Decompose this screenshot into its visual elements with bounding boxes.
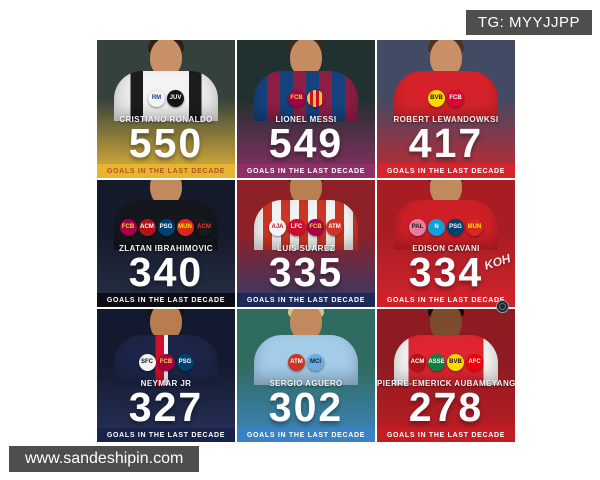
- player-photo: FCB ACM PSG MUN ACM: [97, 180, 235, 250]
- goals-count: 278: [408, 383, 484, 430]
- club-logo-bvb: BVB: [447, 353, 464, 371]
- player-figure-icon: [97, 309, 235, 385]
- club-logos: AJA LFC FCB ATM: [237, 218, 375, 236]
- player-photo: BVB FCB: [377, 40, 515, 121]
- player-figure-icon: [237, 40, 375, 121]
- player-name: NEYMAR JR: [140, 378, 192, 388]
- player-photo: FCB: [237, 40, 375, 121]
- goals-count: 550: [128, 119, 204, 166]
- club-logos: SFC FCB PSG: [97, 353, 235, 371]
- club-logo-psg: PSG: [176, 353, 194, 371]
- player-card-aubameyang: ACM ASSE BVB AFC PIERRE-EMERICK AUBAMEYANG …: [377, 309, 515, 442]
- club-logo-fcb: FCB: [447, 89, 464, 107]
- player-name: LIONEL MESSI: [275, 114, 337, 124]
- club-logo-pal: PAL: [409, 218, 426, 236]
- player-figure-icon: [377, 180, 515, 250]
- club-logo-acm: ACM: [195, 218, 213, 236]
- goals-count: 334: [408, 248, 484, 295]
- club-logos: RM JUV: [97, 89, 235, 107]
- player-card-suarez: AJA LFC FCB ATM LUIS SUAREZ 335 GOALS IN TH…: [237, 180, 375, 307]
- club-logo-fcb: FCB: [119, 218, 137, 236]
- club-logo-bvb: BVB: [428, 89, 445, 107]
- club-logo-aja: AJA: [269, 218, 286, 236]
- player-photo: ATM MCI: [237, 309, 375, 385]
- club-logo-acm: ACM: [138, 218, 156, 236]
- player-figure-icon: [237, 309, 375, 385]
- player-figure-icon: [377, 309, 515, 385]
- player-name: ROBERT LEWANDOWKSI: [393, 114, 499, 124]
- player-name: ZLATAN IBRAHIMOVIC: [118, 243, 213, 253]
- player-card-messi: FCB LIONEL MESSI 549 GOALS IN THE LAST D…: [237, 40, 375, 178]
- caption-banner: GOALS IN THE LAST DECADE: [97, 293, 235, 307]
- club-logo-juv: JUV: [167, 89, 184, 107]
- player-figure-icon: [97, 40, 235, 121]
- club-logo-mun: MUN: [466, 218, 483, 236]
- club-logo-fcb: FCB: [157, 353, 175, 371]
- club-logo-acm: ACM: [409, 353, 426, 371]
- club-logo-afc: AFC: [466, 353, 483, 371]
- player-figure-icon: [237, 180, 375, 250]
- caption-banner: GOALS IN THE LAST DECADE: [237, 164, 375, 178]
- player-photo: ACM ASSE BVB AFC: [377, 309, 515, 385]
- caption-banner: GOALS IN THE LAST DECADE: [377, 164, 515, 178]
- club-logo-fcb: FCB: [307, 218, 324, 236]
- player-card-aguero: ATM MCI SERGIO AGUERO 302 GOALS IN THE LA…: [237, 309, 375, 442]
- circle-watermark-icon: [496, 300, 509, 313]
- caption-banner: GOALS IN THE LAST DECADE: [377, 428, 515, 442]
- player-figure-icon: [97, 180, 235, 250]
- player-name: LUIS SUAREZ: [277, 243, 335, 253]
- goals-count: 549: [268, 119, 344, 166]
- player-photo: AJA LFC FCB ATM: [237, 180, 375, 250]
- club-logo-mci: MCI: [307, 353, 324, 371]
- goals-count: 327: [128, 383, 204, 430]
- player-card-ibrahimovic: FCB ACM PSG MUN ACM ZLATAN IBRAHIMOVIC 340 G…: [97, 180, 235, 307]
- player-card-cavani: PAL N PSG MUN KOH EDISON CAVANI 334 GOALS I…: [377, 180, 515, 307]
- player-card-ronaldo: RM JUV CRISTIANO RONALDO 550 GOALS IN THE…: [97, 40, 235, 178]
- player-figure-icon: [377, 40, 515, 121]
- caption-banner: GOALS IN THE LAST DECADE: [97, 428, 235, 442]
- player-card-neymar: SFC FCB PSG NEYMAR JR 327 GOALS IN THE LAS…: [97, 309, 235, 442]
- player-photo: PAL N PSG MUN: [377, 180, 515, 250]
- goals-count: 340: [128, 248, 204, 295]
- goals-count: 417: [408, 119, 484, 166]
- club-logo-psg: PSG: [447, 218, 464, 236]
- club-logos: PAL N PSG MUN: [377, 218, 515, 236]
- club-logos: BVB FCB: [377, 89, 515, 107]
- club-logo-rm: RM: [148, 89, 165, 107]
- players-grid: RM JUV CRISTIANO RONALDO 550 GOALS IN THE…: [97, 40, 515, 443]
- club-logos: ACM ASSE BVB AFC: [377, 353, 515, 371]
- player-name: CRISTIANO RONALDO: [119, 114, 213, 124]
- telegram-watermark: TG: MYYJJPP: [465, 10, 592, 35]
- club-logo-lfc: LFC: [288, 218, 305, 236]
- club-logo-psg: PSG: [157, 218, 175, 236]
- goals-count: 335: [268, 248, 344, 295]
- caption-banner: GOALS IN THE LAST DECADE: [377, 293, 515, 307]
- club-logo-patch: [307, 89, 324, 107]
- club-logo-atm: ATM: [288, 353, 305, 371]
- player-name: SERGIO AGUERO: [269, 378, 343, 388]
- club-logo-fcb: FCB: [288, 89, 305, 107]
- caption-banner: GOALS IN THE LAST DECADE: [97, 164, 235, 178]
- player-card-lewandowski: BVB FCB ROBERT LEWANDOWKSI 417 GOALS IN T…: [377, 40, 515, 178]
- caption-banner: GOALS IN THE LAST DECADE: [237, 293, 375, 307]
- player-photo: SFC FCB PSG: [97, 309, 235, 385]
- player-name: EDISON CAVANI: [412, 243, 480, 253]
- club-logos: FCB: [237, 89, 375, 107]
- caption-banner: GOALS IN THE LAST DECADE: [237, 428, 375, 442]
- club-logos: ATM MCI: [237, 353, 375, 371]
- website-watermark: www.sandeshipin.com: [9, 446, 200, 472]
- goals-count: 302: [268, 383, 344, 430]
- player-photo: RM JUV: [97, 40, 235, 121]
- club-logo-n: N: [428, 218, 445, 236]
- player-name: PIERRE-EMERICK AUBAMEYANG: [377, 378, 515, 388]
- club-logo-atm: ATM: [326, 218, 343, 236]
- club-logo-mun: MUN: [176, 218, 194, 236]
- club-logo-asse: ASSE: [428, 353, 445, 371]
- club-logos: FCB ACM PSG MUN ACM: [97, 218, 235, 236]
- club-logo-sfc: SFC: [138, 353, 156, 371]
